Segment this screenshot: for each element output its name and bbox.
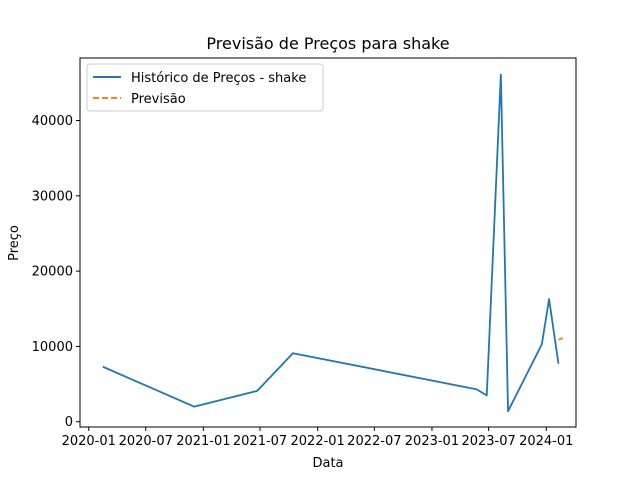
- x-tick-label: 2021-07: [233, 434, 287, 449]
- legend-label-historico: Histórico de Preços - shake: [131, 71, 306, 86]
- plot-area: [102, 73, 564, 413]
- x-tick-label: 2023-01: [405, 434, 459, 449]
- x-tick-label: 2020-07: [119, 434, 173, 449]
- plot-frame: [79, 57, 577, 428]
- x-tick-label: 2023-07: [461, 434, 515, 449]
- series-line-historico: [102, 73, 560, 413]
- legend: Histórico de Preços - shake Previsão: [86, 63, 324, 112]
- y-tick-label: 40000: [32, 114, 73, 129]
- legend-label-previsao: Previsão: [131, 92, 186, 107]
- y-tick-label: 10000: [32, 340, 73, 355]
- y-axis-title: Preço: [7, 225, 22, 261]
- x-tick-label: 2022-01: [291, 434, 345, 449]
- x-tick-label: 2022-07: [347, 434, 401, 449]
- y-tick-label: 20000: [32, 265, 73, 280]
- chart-title: Previsão de Preços para shake: [206, 34, 449, 53]
- x-tick-label: 2021-01: [176, 434, 230, 449]
- x-tick-label: 2020-01: [62, 434, 116, 449]
- x-tick-label: 2024-01: [519, 434, 573, 449]
- legend-box: [86, 63, 324, 112]
- axes: 2020-01 2020-07 2021-01 2021-07 2022-01 2022-…: [32, 114, 574, 449]
- series-line-previsao: [558, 337, 564, 341]
- y-tick-label: 0: [65, 415, 73, 430]
- y-tick-label: 30000: [32, 189, 73, 204]
- x-axis-title: Data: [312, 456, 343, 471]
